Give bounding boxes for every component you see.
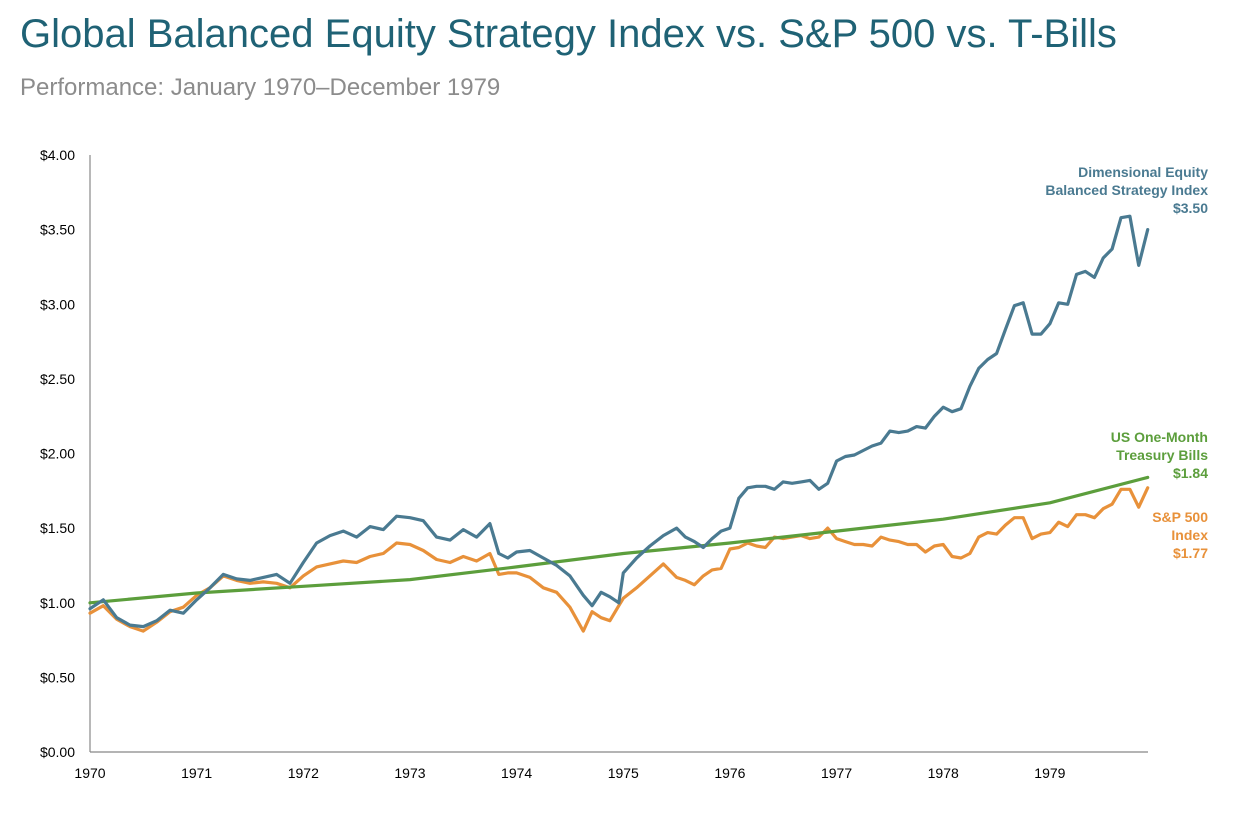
series-label: $1.77 [1173,545,1208,561]
series-labels: Dimensional Equity Balanced Strategy Inde… [1045,164,1208,561]
x-tick-label: 1977 [821,765,852,781]
x-tick-label: 1978 [928,765,959,781]
x-tick-label: 1974 [501,765,532,781]
series-label: US One-Month [1111,429,1208,445]
x-tick-label: 1976 [714,765,745,781]
x-tick-label: 1979 [1034,765,1065,781]
x-tick-label: 1971 [181,765,212,781]
x-tick-label: 1970 [74,765,105,781]
chart-subtitle: Performance: January 1970–December 1979 [20,74,501,101]
series-label: Dimensional Equity [1078,164,1208,180]
series-label: Treasury Bills [1116,447,1208,463]
x-tick-label: 1973 [394,765,425,781]
y-tick-label: $2.50 [40,371,75,387]
chart-title: Global Balanced Equity Strategy Index vs… [20,12,1117,56]
y-tick-label: $2.00 [40,446,75,462]
series-line [88,475,1150,605]
series-line [88,214,1150,629]
x-tick-label: 1972 [288,765,319,781]
y-tick-label: $0.50 [40,669,75,685]
y-tick-label: $3.00 [40,296,75,312]
series-label: $1.84 [1173,465,1208,481]
series-label: S&P 500 [1152,509,1208,525]
series-label: Balanced Strategy Index [1045,182,1208,198]
series-label: $3.50 [1173,200,1208,216]
y-tick-label: $3.50 [40,222,75,238]
x-tick-label: 1975 [608,765,639,781]
y-tick-label: $0.00 [40,744,75,760]
series-label: Index [1171,527,1208,543]
y-tick-label: $1.50 [40,520,75,536]
axes: $0.00 $0.50 $1.00 $1.50 $2.00 $2.50 $3.00 $3.50… [40,147,1148,781]
y-tick-label: $1.00 [40,595,75,611]
series-layer [88,214,1150,633]
series-line [88,486,1150,633]
y-tick-label: $4.00 [40,147,75,163]
